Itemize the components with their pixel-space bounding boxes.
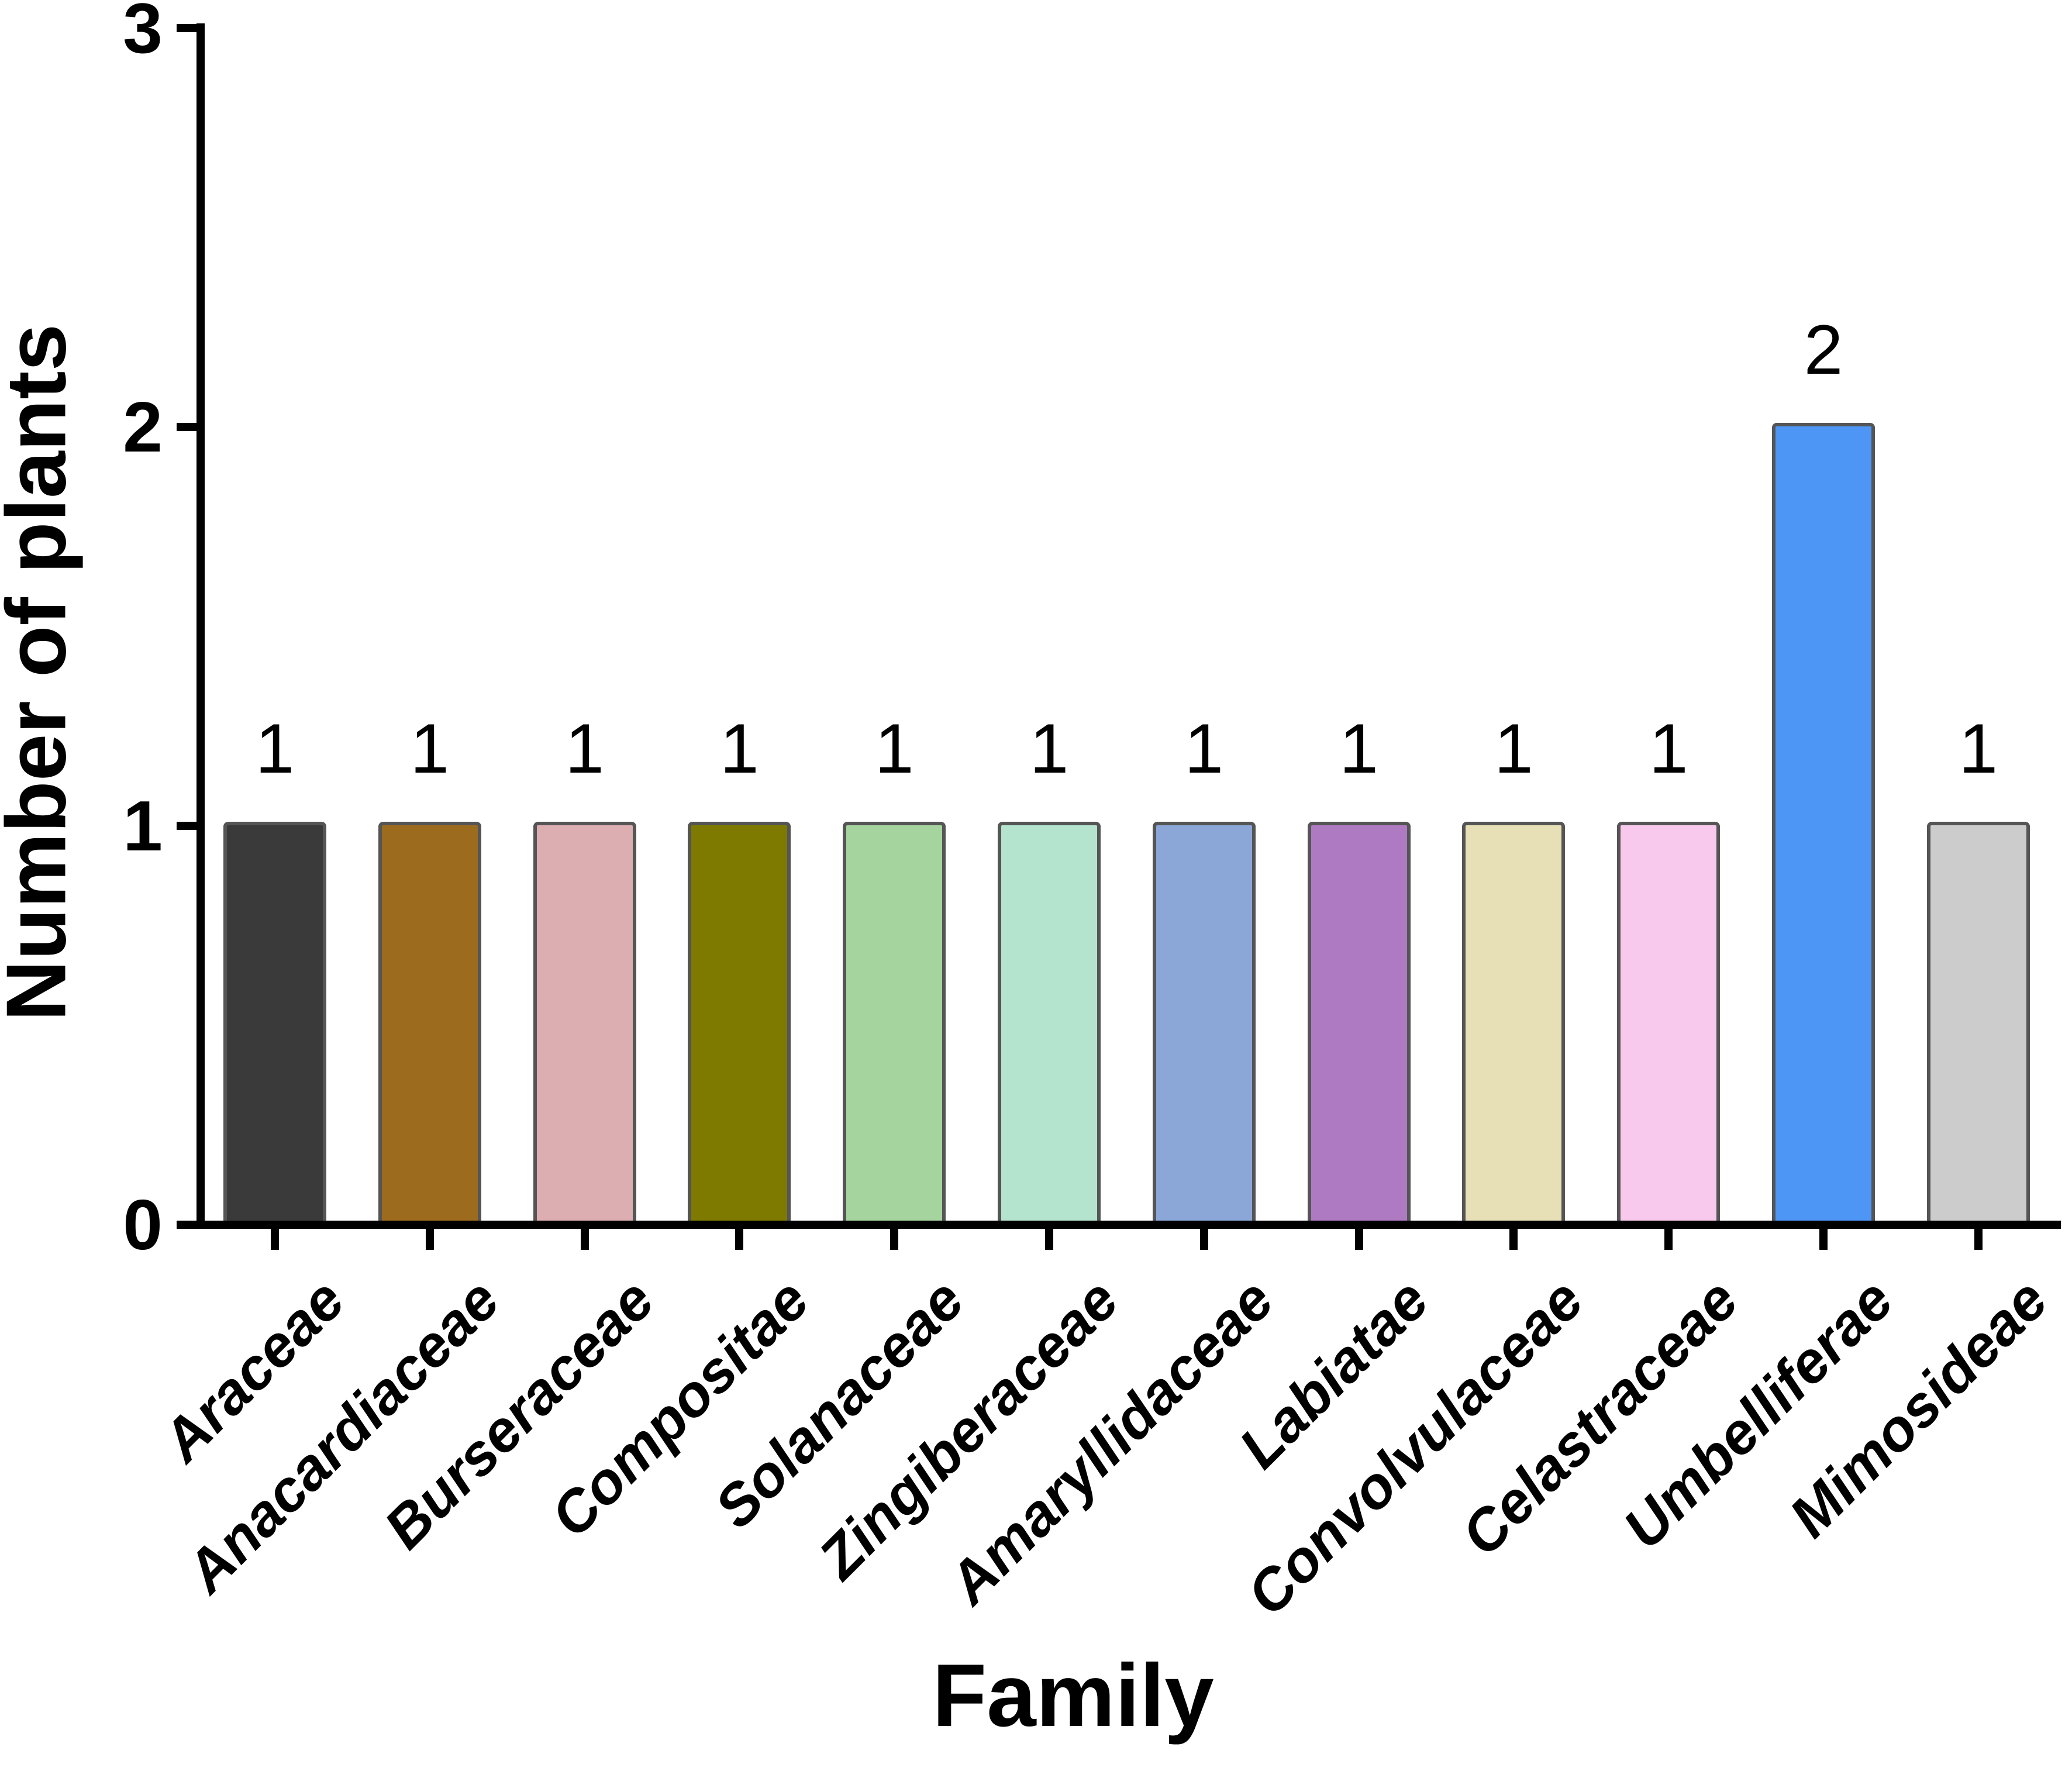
x-axis-spine	[179, 1221, 2061, 1229]
y-tick-label: 3	[123, 0, 163, 68]
bar-convolvulaceae	[1462, 822, 1566, 1225]
x-axis-title: Family	[932, 1646, 1214, 1745]
bar-burseraceae	[533, 822, 636, 1225]
y-tick	[177, 822, 196, 830]
y-tick	[177, 1221, 196, 1229]
bar-umbelliferae	[1772, 423, 1875, 1225]
bar-anacardiaceae	[378, 822, 481, 1225]
x-tick	[1199, 1229, 1208, 1250]
y-tick-label: 0	[123, 1185, 163, 1264]
y-tick	[177, 423, 196, 431]
bar-solanaceae	[843, 822, 946, 1225]
y-tick-label: 1	[123, 786, 163, 866]
x-tick	[1354, 1229, 1363, 1250]
x-tick	[1819, 1229, 1828, 1250]
bar-compositae	[688, 822, 791, 1225]
x-tick	[890, 1229, 899, 1250]
y-tick-label: 2	[123, 387, 163, 467]
x-tick	[1664, 1229, 1673, 1250]
bar-value-label: 1	[255, 709, 295, 788]
bar-value-label: 1	[1339, 709, 1378, 788]
bar-celastraceae	[1617, 822, 1721, 1225]
x-tick	[425, 1229, 434, 1250]
bar-value-label: 2	[1804, 311, 1843, 389]
bar-mimosideae	[1926, 822, 2030, 1225]
bar-araceae	[223, 822, 326, 1225]
y-axis-spine	[196, 23, 205, 1229]
x-tick	[1045, 1229, 1053, 1250]
x-tick	[735, 1229, 744, 1250]
bar-value-label: 1	[1494, 709, 1533, 788]
bar-value-label: 1	[1959, 709, 1998, 788]
bar-zingiberaceae	[998, 822, 1101, 1225]
bar-value-label: 1	[874, 709, 914, 788]
bar-value-label: 1	[410, 709, 450, 788]
y-tick	[177, 24, 196, 32]
bar-value-label: 1	[565, 709, 604, 788]
bar-amaryllidaceae	[1152, 822, 1256, 1225]
x-tick	[1974, 1229, 1983, 1250]
bar-value-label: 1	[1184, 709, 1224, 788]
x-category-label: Celastraceae	[1449, 1266, 1751, 1569]
bar-value-label: 1	[720, 709, 759, 788]
bar-value-label: 1	[1649, 709, 1688, 788]
x-tick	[271, 1229, 279, 1250]
x-category-label: Umbelliferae	[1611, 1266, 1905, 1562]
x-tick	[580, 1229, 589, 1250]
bar-value-label: 1	[1029, 709, 1069, 788]
x-category-label: Burseraceae	[371, 1266, 667, 1562]
bar-labiatae	[1307, 822, 1411, 1225]
x-tick	[1509, 1229, 1518, 1250]
